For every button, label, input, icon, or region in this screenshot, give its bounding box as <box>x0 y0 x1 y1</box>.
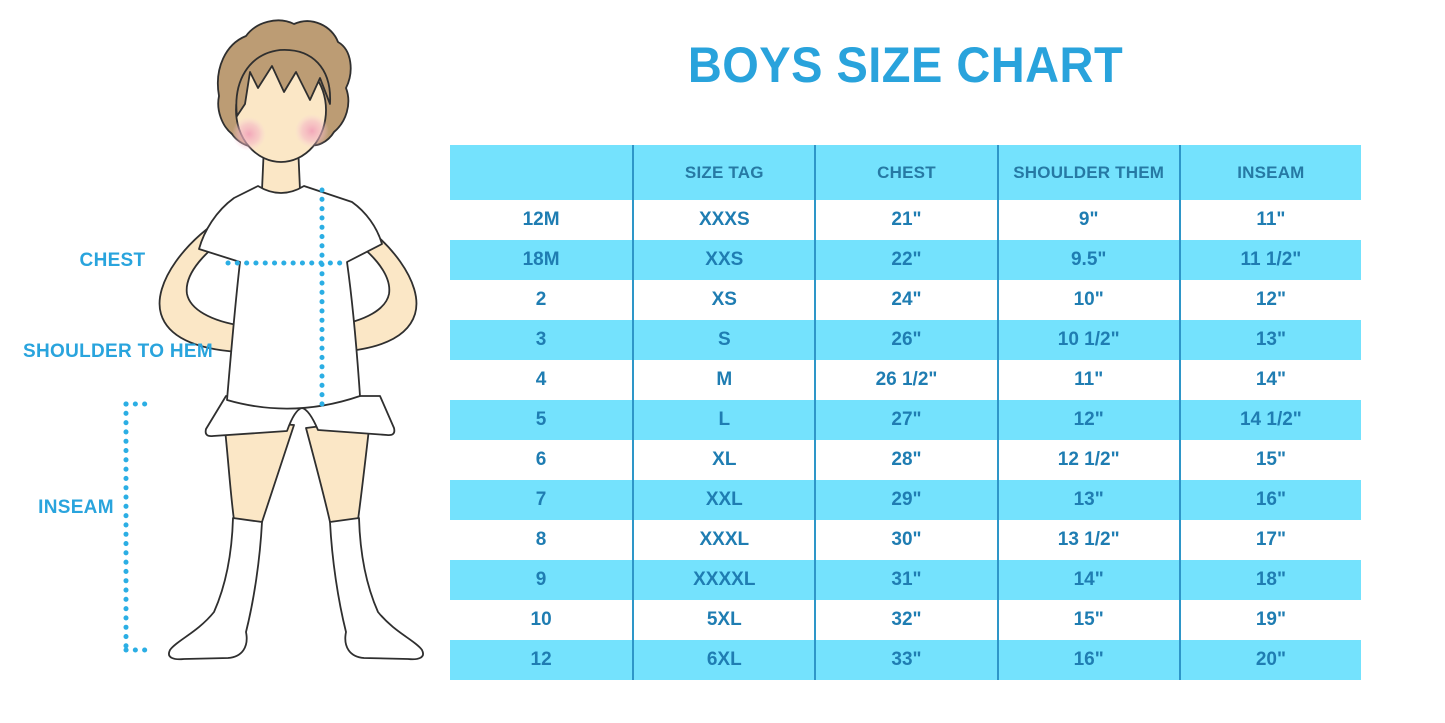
table-cell: 5 <box>450 400 633 440</box>
table-cell: 13 1/2" <box>996 520 1179 560</box>
table-cell: 6XL <box>632 640 815 680</box>
table-cell: 26 1/2" <box>814 360 996 400</box>
boy-shirt <box>198 185 383 410</box>
shoulder-to-hem-label: SHOULDER TO HEM <box>23 341 213 362</box>
table-cell: XXXL <box>632 520 814 560</box>
inseam-label: INSEAM <box>38 497 114 518</box>
table-cell: 18" <box>1178 560 1361 600</box>
table-cell: 16" <box>1178 480 1361 520</box>
table-cell: 28" <box>814 440 996 480</box>
column-header: INSEAM <box>1178 145 1361 200</box>
table-cell: 10 <box>530 609 552 630</box>
table-cell: 2 <box>535 289 547 310</box>
table-cell: S <box>632 320 815 360</box>
boy-right-leg <box>305 419 371 523</box>
table-cell: 9.5" <box>996 240 1179 280</box>
table-cell: 12 <box>450 640 633 680</box>
boy-blush-right <box>295 114 329 148</box>
column-header <box>450 145 633 200</box>
table-cell: 16" <box>996 640 1179 680</box>
table-cell: L <box>632 400 815 440</box>
table-cell: XL <box>632 440 814 480</box>
table-cell: 14 1/2" <box>1178 400 1361 440</box>
table-cell: 18M <box>450 240 633 280</box>
table-cell: 6 <box>535 449 547 470</box>
table-cell: 21" <box>814 200 996 240</box>
table-cell: 31" <box>814 560 997 600</box>
table-cell: 20" <box>1178 640 1361 680</box>
table-cell: 33" <box>814 640 997 680</box>
table-cell: 10" <box>996 280 1179 320</box>
table-cell: 14" <box>996 560 1179 600</box>
table-cell: M <box>632 360 814 400</box>
table-cell: 22" <box>814 240 997 280</box>
table-cell: XS <box>632 280 814 320</box>
table-cell: 13" <box>996 480 1179 520</box>
table-cell: 26" <box>814 320 997 360</box>
table-cell: XXS <box>632 240 815 280</box>
column-header: CHEST <box>814 145 997 200</box>
table-cell: 5XL <box>632 600 814 640</box>
boy-right-sock <box>329 517 424 661</box>
table-cell: 12 1/2" <box>996 440 1179 480</box>
boy-blush-left <box>232 117 266 151</box>
table-cell: 10 1/2" <box>996 320 1179 360</box>
table-cell: XXL <box>632 480 815 520</box>
table-cell: 32" <box>814 600 996 640</box>
table-cell: 12" <box>996 400 1179 440</box>
table-cell: 3 <box>450 320 633 360</box>
table-cell: 9" <box>996 200 1179 240</box>
boy-hair-fringe <box>235 49 331 117</box>
table-cell: 7 <box>450 480 633 520</box>
table-cell: 24" <box>814 280 996 320</box>
boy-illustration <box>123 19 424 661</box>
table-cell: 8 <box>535 529 547 550</box>
page-title: BOYS SIZE CHART <box>687 37 1124 93</box>
column-header: SHOULDER THEM <box>996 145 1179 200</box>
table-cell: 14" <box>1178 360 1361 400</box>
table-cell: 11 1/2" <box>1178 240 1361 280</box>
chest-label: CHEST <box>79 250 146 271</box>
table-cell: 12" <box>1178 280 1361 320</box>
table-cell: XXXS <box>632 200 814 240</box>
table-cell: 11" <box>996 360 1179 400</box>
table-cell: 29" <box>814 480 997 520</box>
table-cell: 12M <box>522 209 560 230</box>
table-cell: 11" <box>1178 200 1361 240</box>
column-header: SIZE TAG <box>632 145 815 200</box>
table-cell: 15" <box>1178 440 1361 480</box>
table-cell: 4 <box>535 369 547 390</box>
table-cell: XXXXL <box>632 560 815 600</box>
table-cell: 13" <box>1178 320 1361 360</box>
table-cell: 19" <box>1178 600 1361 640</box>
boy-left-sock <box>168 517 263 661</box>
table-cell: 15" <box>996 600 1179 640</box>
table-cell: 27" <box>814 400 997 440</box>
table-cell: 17" <box>1178 520 1361 560</box>
table-cell: 9 <box>450 560 633 600</box>
size-table: SIZE TAG CHEST SHOULDER THEM INSEAM 12M XXXS 2… <box>450 145 1361 680</box>
table-cell: 30" <box>814 520 996 560</box>
